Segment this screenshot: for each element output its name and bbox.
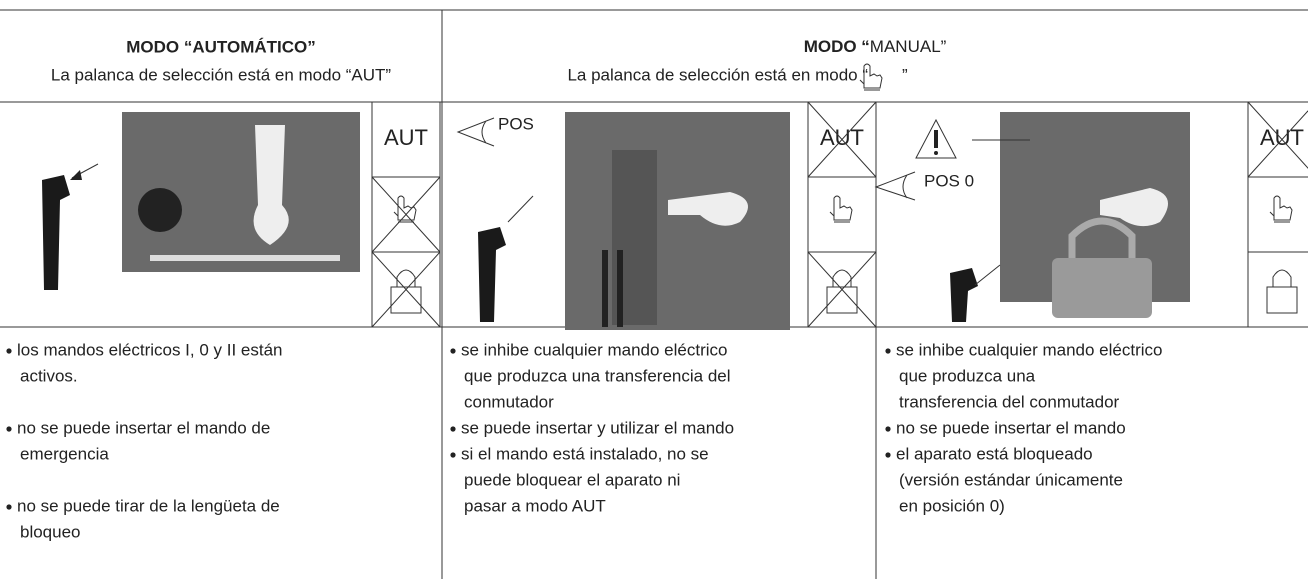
bullet-text: se inhibe cualquier mando eléctrico (896, 340, 1163, 359)
cross (807, 101, 877, 178)
icon-box (371, 251, 441, 328)
bullet-text: no se puede tirar de la lengüeta de (17, 496, 280, 515)
bullet-dot (450, 348, 456, 354)
bullet-text: no se puede insertar el mando de (17, 418, 270, 437)
bullet-dot (885, 426, 891, 432)
lock-icon (396, 269, 416, 287)
bullet-text: en posición 0) (899, 496, 1005, 515)
column-subtitle: ” (902, 65, 908, 84)
bullet-dot (450, 426, 456, 432)
bullet-text: activos. (20, 366, 78, 385)
bullet-dot (450, 452, 456, 458)
cross (371, 176, 441, 253)
hand-icon (393, 195, 417, 223)
icon-box (807, 251, 877, 328)
bullet-text: que produzca una (899, 366, 1036, 385)
bullet-text: el aparato está bloqueado (896, 444, 1093, 463)
photo-manual-pos0 (915, 112, 1190, 322)
bullet-text: puede bloquear el aparato ni (464, 470, 680, 489)
hand-icon (859, 63, 883, 91)
bullet-dot (885, 348, 891, 354)
column-title: MODO “AUTOMÁTICO” (126, 37, 316, 56)
icon-label: AUT (1260, 125, 1304, 150)
bullet-text: no se puede insertar el mando (896, 418, 1126, 437)
bullet-text: conmutador (464, 392, 554, 411)
bullet-text: se inhibe cualquier mando eléctrico (461, 340, 728, 359)
bullet-text: los mandos eléctricos I, 0 y II están (17, 340, 283, 359)
view-eyes (456, 117, 916, 201)
bullet-dot (885, 452, 891, 458)
bullet-dot (6, 426, 12, 432)
column-title: MODO “MANUAL” (804, 37, 947, 56)
bullet-text: transferencia del conmutador (899, 392, 1120, 411)
hand-icon (829, 195, 853, 223)
title-rest: MANUAL” (870, 37, 947, 56)
view-label: POS 0 (924, 171, 974, 190)
icon-boxes: AUT AUT AUT (371, 101, 1308, 328)
lock-icon (1272, 269, 1292, 287)
bullet-text: pasar a modo AUT (464, 496, 606, 515)
icon-box (1247, 176, 1308, 253)
lock-icon (826, 286, 858, 314)
icon-label: AUT (384, 125, 428, 150)
bullet-text: emergencia (20, 444, 109, 463)
photo-manual-pos (478, 112, 790, 330)
bullet-text: que produzca una transferencia del (464, 366, 731, 385)
bullet-text: bloqueo (20, 522, 81, 541)
view-label: POS (498, 114, 534, 133)
cross (1247, 110, 1308, 178)
photo-auto (42, 112, 360, 290)
cross (371, 251, 441, 328)
bullet-dot (6, 504, 12, 510)
bullet-dot (6, 348, 12, 354)
lock-icon (1266, 286, 1298, 314)
icon-box (807, 176, 877, 253)
icon-box (1247, 251, 1308, 328)
lock-icon (390, 286, 422, 314)
bullet-text: se puede insertar y utilizar el mando (461, 418, 734, 437)
column-subtitle: La palanca de selección está en modo “ (567, 65, 868, 84)
title-bold: MODO “ (804, 37, 870, 56)
column-subtitle: La palanca de selección está en modo “AU… (51, 65, 392, 84)
hand-icon (1269, 195, 1293, 223)
cross (807, 251, 877, 328)
icon-label: AUT (820, 125, 864, 150)
bullet-text: (versión estándar únicamente (899, 470, 1123, 489)
lock-icon (832, 269, 852, 287)
bullet-text: si el mando está instalado, no se (461, 444, 709, 463)
